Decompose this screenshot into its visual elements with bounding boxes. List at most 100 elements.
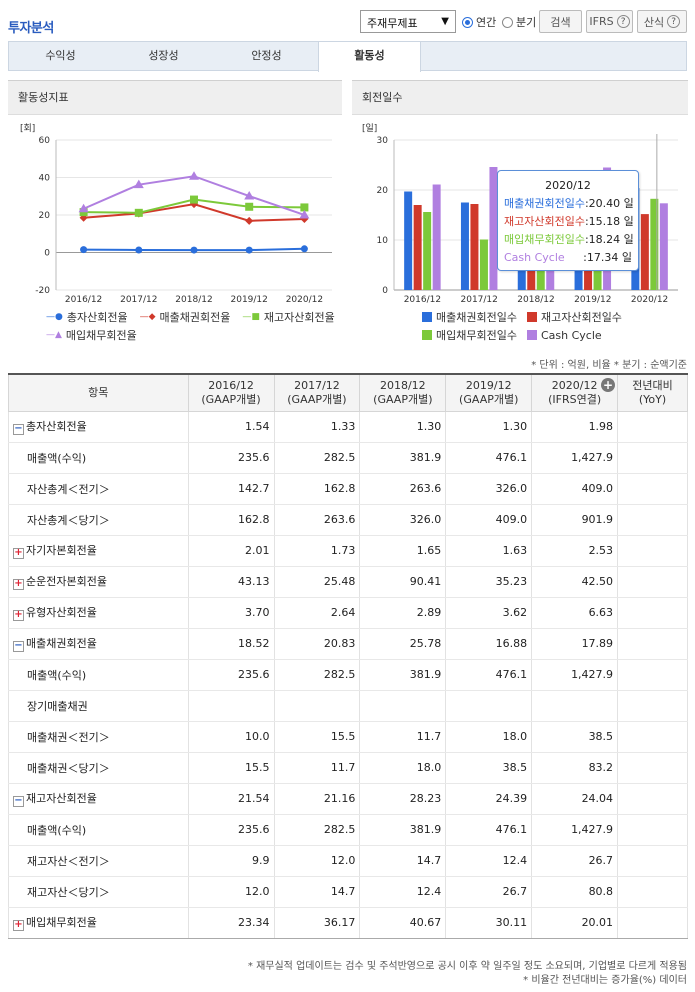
table-cell: 17.89 <box>531 628 619 660</box>
legend-item[interactable]: 매입채무회전일수 <box>422 327 517 343</box>
table-cell: 235.6 <box>187 442 275 474</box>
table-row: − 매출채권회전율 18.52 20.83 25.78 16.88 17.89 <box>8 628 688 660</box>
table-cell <box>273 690 361 722</box>
table-cell: 1.63 <box>445 535 533 567</box>
legend-marker-icon: —● <box>46 312 63 322</box>
radio-quarterly[interactable]: 분기 <box>502 14 536 30</box>
bar <box>432 184 441 290</box>
bar <box>489 167 498 290</box>
bar <box>423 212 432 290</box>
table-cell: 1.98 <box>531 411 619 443</box>
legend-item[interactable]: —▲ 매입채무회전율 <box>46 327 137 343</box>
table-cell: 1.30 <box>359 411 447 443</box>
question-icon: ? <box>667 15 681 28</box>
legend-item[interactable]: 재고자산회전일수 <box>526 309 622 325</box>
chevron-down-icon: ▼ <box>441 16 449 27</box>
search-button[interactable]: 검색 <box>539 10 582 33</box>
row-label[interactable]: − 매출채권회전율 <box>8 628 189 660</box>
tooltip-series-name: 재고자산회전일수 <box>504 215 585 228</box>
tab-growth[interactable]: 성장성 <box>148 49 179 62</box>
row-label: 장기매출채권 <box>8 690 189 722</box>
legend-label: 매출채권회전율 <box>159 311 231 324</box>
activity-chart-title: 활동성지표 <box>8 81 342 115</box>
data-point <box>245 246 253 254</box>
legend-item[interactable]: 매출채권회전일수 <box>422 309 517 325</box>
add-column-icon[interactable]: + <box>601 378 616 392</box>
expand-icon[interactable]: + <box>13 609 24 621</box>
column-header: 2019/12 (GAAP개별) <box>445 373 533 412</box>
question-icon: ? <box>616 15 630 28</box>
tab-profitability[interactable]: 수익성 <box>45 49 76 62</box>
table-cell: 12.4 <box>445 845 533 877</box>
table-row: 매출액(수익) 235.6 282.5 381.9 476.1 1,427.9 <box>8 659 688 691</box>
formula-label: 산식 <box>643 15 665 29</box>
expand-icon[interactable]: + <box>13 578 24 590</box>
table-cell <box>617 628 688 660</box>
row-label[interactable]: − 총자산회전율 <box>8 411 189 443</box>
row-label: 매출채권＜당기＞ <box>8 752 189 784</box>
collapse-icon[interactable]: − <box>13 423 24 435</box>
row-label[interactable]: − 재고자산회전율 <box>8 783 189 815</box>
table-cell: 14.7 <box>359 845 447 877</box>
search-button-label: 검색 <box>550 15 571 29</box>
legend-item[interactable]: —■ 재고자산회전율 <box>242 309 334 325</box>
data-point <box>80 246 88 254</box>
bar <box>470 204 479 290</box>
x-tick-label: 2020/12 <box>631 295 668 305</box>
expand-icon[interactable]: + <box>13 547 24 559</box>
row-label[interactable]: + 자기자본회전율 <box>8 535 189 567</box>
table-row: 자산총계＜전기＞ 142.7 162.8 263.6 326.0 409.0 <box>8 473 688 505</box>
legend-item[interactable]: —◆ 매출채권회전율 <box>140 309 231 325</box>
row-label[interactable]: + 순운전자본회전율 <box>8 566 189 598</box>
legend-swatch-icon <box>422 312 432 322</box>
report-type-select[interactable]: 주재무제표 ▼ <box>360 10 456 33</box>
bar <box>460 202 469 290</box>
table-cell: 24.39 <box>445 783 533 815</box>
row-label: 매출액(수익) <box>8 659 189 691</box>
tab-activity[interactable]: 활동성 <box>318 41 421 72</box>
footnote-update: * 재무실적 업데이트는 검수 및 주석반영으로 공시 이후 약 일주일 정도 … <box>247 961 687 972</box>
bar <box>640 214 649 290</box>
table-cell <box>617 721 688 753</box>
column-header: 2017/12 (GAAP개별) <box>273 373 361 412</box>
table-cell: 901.9 <box>531 504 619 536</box>
row-label[interactable]: + 유형자산회전율 <box>8 597 189 629</box>
legend-item[interactable]: —● 총자산회전율 <box>46 309 128 325</box>
tooltip-series-name: 매출채권회전일수 <box>504 197 585 210</box>
table-cell: 1.30 <box>445 411 533 443</box>
formula-help-button[interactable]: 산식 ? <box>637 10 687 33</box>
table-cell <box>617 907 688 939</box>
table-cell: 42.50 <box>531 566 619 598</box>
radio-annual[interactable]: 연간 <box>462 14 496 30</box>
table-cell: 3.70 <box>187 597 275 629</box>
table-cell: 409.0 <box>531 473 619 505</box>
row-label[interactable]: + 매입채무회전율 <box>8 907 189 939</box>
x-tick-label: 2016/12 <box>404 295 441 305</box>
report-type-value: 주재무제표 <box>367 17 418 30</box>
table-cell: 326.0 <box>359 504 447 536</box>
radio-quarterly-icon <box>502 16 513 28</box>
bar <box>650 198 659 290</box>
table-cell: 36.17 <box>273 907 361 939</box>
ifrs-help-button[interactable]: IFRS ? <box>586 10 633 33</box>
legend-item[interactable]: Cash Cycle <box>526 327 602 343</box>
table-cell: 282.5 <box>273 442 361 474</box>
table-cell: 18.0 <box>445 721 533 753</box>
page-title: 투자분석 <box>8 21 54 36</box>
expand-icon[interactable]: + <box>13 919 24 931</box>
table-cell: 381.9 <box>359 659 447 691</box>
table-cell: 38.5 <box>445 752 533 784</box>
table-cell <box>617 690 688 722</box>
table-cell: 1.54 <box>187 411 275 443</box>
legend-label: 매입채무회전일수 <box>436 329 517 342</box>
table-cell: 235.6 <box>187 659 275 691</box>
collapse-icon[interactable]: − <box>13 795 24 807</box>
y-tick-label: 0 <box>44 249 50 259</box>
table-cell: 2.89 <box>359 597 447 629</box>
collapse-icon[interactable]: − <box>13 640 24 652</box>
table-cell: 80.8 <box>531 876 619 908</box>
table-cell: 20.01 <box>531 907 619 939</box>
table-cell: 18.52 <box>187 628 275 660</box>
row-label: 매출액(수익) <box>8 814 189 846</box>
tab-stability[interactable]: 안정성 <box>251 49 282 62</box>
